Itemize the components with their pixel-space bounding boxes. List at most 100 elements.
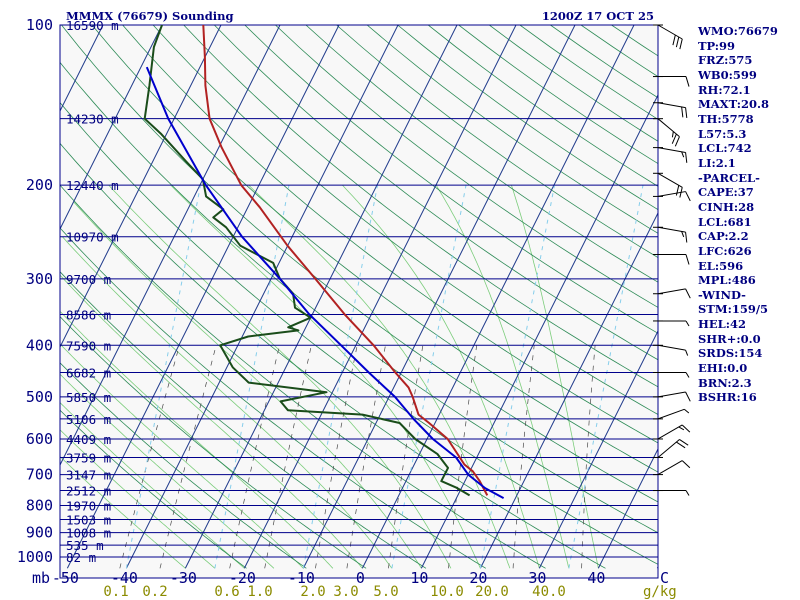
isotherm-line xyxy=(538,329,658,569)
wind-barb xyxy=(653,118,680,147)
wind-barb xyxy=(653,320,690,327)
dry-adiabat xyxy=(244,25,658,334)
pressure-label: 900 xyxy=(26,524,53,542)
dry-adiabat xyxy=(60,362,307,569)
index-value: BSHR:16 xyxy=(698,390,757,405)
height-label: 16590 m xyxy=(66,18,119,33)
wet-bulb-line xyxy=(479,185,555,569)
pressure-label: 600 xyxy=(26,430,53,448)
pressure-label: 800 xyxy=(26,496,53,514)
moist-adiabat xyxy=(60,274,363,569)
wind-barbs xyxy=(653,24,691,496)
dewpoint-profile xyxy=(143,25,471,497)
pressure-label: 300 xyxy=(26,270,53,288)
index-value: CAPE:37 xyxy=(698,185,754,200)
index-value: L57:5.3 xyxy=(698,126,747,141)
index-value: CINH:28 xyxy=(698,199,755,214)
index-value: FRZ:575 xyxy=(698,53,753,68)
dry-adiabat xyxy=(60,409,247,569)
temp-tick-label: -20 xyxy=(229,569,256,587)
index-value: TP:99 xyxy=(698,38,736,53)
index-value: STM:159/5 xyxy=(698,302,769,317)
dry-adiabat xyxy=(60,271,427,569)
height-label: 3147 m xyxy=(66,468,111,483)
pressure-label: 100 xyxy=(26,16,53,34)
wind-barb xyxy=(653,408,690,420)
index-value: TH:5778 xyxy=(698,111,754,126)
temp-tick-label: -10 xyxy=(288,569,315,587)
dry-adiabat xyxy=(214,25,658,361)
moist-adiabat xyxy=(342,184,540,569)
parcel-profile xyxy=(145,66,505,499)
dry-adiabat xyxy=(91,25,658,473)
height-label: 1503 m xyxy=(66,512,111,527)
index-value: HEL:42 xyxy=(698,317,746,332)
wind-barb xyxy=(653,439,689,458)
dry-adiabat xyxy=(122,25,658,444)
temp-unit-label: C xyxy=(660,569,669,587)
wind-barb xyxy=(653,490,690,496)
isotherm-line xyxy=(420,93,658,569)
isotherm-line xyxy=(60,25,163,231)
wind-barb xyxy=(653,24,683,50)
sounding-profiles xyxy=(143,25,505,499)
mixing-ratio-tick-label: 1.0 xyxy=(247,584,272,600)
mixing-ratio-tick-label: 40.0 xyxy=(532,584,566,600)
height-label: 1970 m xyxy=(66,498,111,513)
mixing-ratio-tick-label: 10.0 xyxy=(430,584,464,600)
index-value: SHR+:0.0 xyxy=(698,331,761,346)
moist-adiabat xyxy=(60,401,245,569)
index-value: EL:596 xyxy=(698,258,744,273)
isotherm-line xyxy=(361,25,635,569)
isotherm-line xyxy=(66,25,340,569)
index-value: SRDS:154 xyxy=(698,346,763,361)
height-label: 535 m xyxy=(66,538,104,553)
index-value: BRN:2.3 xyxy=(698,375,752,390)
pressure-label: 500 xyxy=(26,388,53,406)
wind-barb xyxy=(653,102,688,119)
moist-adiabat xyxy=(60,373,275,569)
height-label: 8586 m xyxy=(66,307,111,322)
mixing-ratio-line xyxy=(159,345,217,569)
sounding-indices: WMO:76679 TP:99 FRZ:575 WB0:599 RH:72.1 MAXT:… xyxy=(698,24,798,405)
moist-adiabat xyxy=(60,343,304,569)
dry-adiabat xyxy=(60,184,546,569)
wind-barb xyxy=(653,344,689,356)
wind-barb xyxy=(653,226,688,243)
isotherm-line xyxy=(0,13,50,568)
pressure-label: 200 xyxy=(26,176,53,194)
moist-adiabat xyxy=(170,184,481,569)
wet-bulb-line xyxy=(391,185,467,569)
wet-bulb-lines xyxy=(125,185,644,569)
height-label: 2512 m xyxy=(66,484,111,499)
index-value: EHI:0.0 xyxy=(698,361,748,376)
wind-barb xyxy=(653,76,690,87)
mixing-ratio-tick-label: 2.0 xyxy=(300,584,325,600)
index-value: WMO:76679 xyxy=(698,24,778,38)
temp-tick-label: 40 xyxy=(587,569,605,587)
isotherm-line xyxy=(125,25,399,569)
wet-bulb-line xyxy=(214,185,290,569)
height-label: 5106 m xyxy=(66,412,111,427)
wet-bulb-line xyxy=(125,185,201,569)
isotherm-line xyxy=(60,25,281,467)
wind-barb xyxy=(653,391,691,402)
axis-unit-label: mb xyxy=(32,569,50,587)
sounding-datetime: 1200Z 17 OCT 25 xyxy=(542,9,654,23)
height-label: 12440 m xyxy=(66,178,119,193)
dry-adiabat xyxy=(60,316,367,569)
height-label: 82 m xyxy=(66,550,96,565)
wind-barb xyxy=(653,288,691,299)
dry-adiabat xyxy=(183,25,658,388)
temp-tick-label: 30 xyxy=(528,569,546,587)
mixing-ratio-line xyxy=(346,345,386,569)
wind-barb xyxy=(653,372,690,378)
moist-adiabat xyxy=(511,184,599,569)
dry-adiabat xyxy=(336,25,658,259)
height-label: 5850 m xyxy=(66,390,111,405)
mixing-ratio-lines xyxy=(119,345,596,569)
moist-adiabat xyxy=(60,429,216,569)
temp-tick-label: -40 xyxy=(111,569,138,587)
